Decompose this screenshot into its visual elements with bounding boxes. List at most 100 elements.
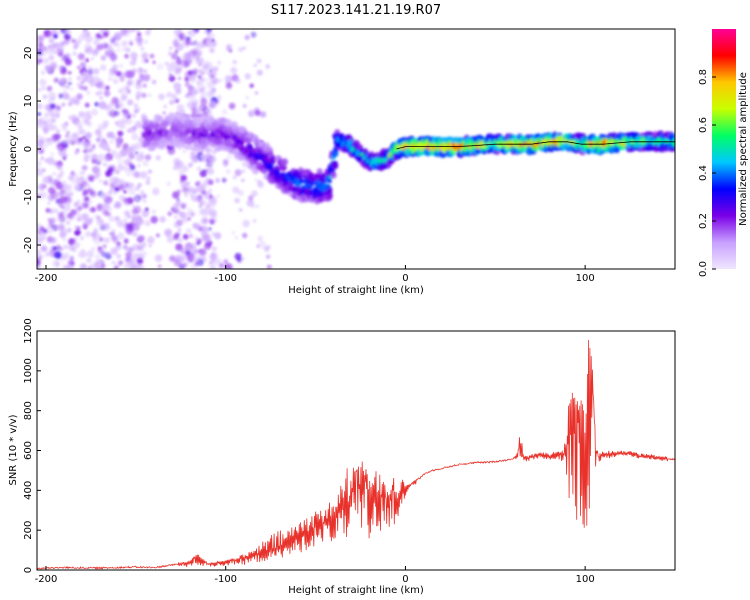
spectrogram-cell <box>92 76 100 84</box>
ridge-cell <box>273 165 281 173</box>
spectrogram-cell <box>105 251 110 256</box>
spectrogram-cell <box>201 190 207 196</box>
spectrogram-cell <box>50 217 57 224</box>
spectrogram-cell <box>232 60 237 65</box>
spectrogram-cell <box>221 109 228 115</box>
spectrogram-cell <box>143 69 147 73</box>
spectrogram-cell <box>252 219 257 223</box>
spectrogram-cell <box>132 223 140 231</box>
spectrogram-cell <box>50 237 57 244</box>
colorbar-label: Normalized spectral amplitude <box>738 72 749 226</box>
spectrogram-cell <box>197 180 201 184</box>
spectrogram-cell <box>99 64 107 71</box>
spectrogram-cell <box>130 256 135 261</box>
ridge-cell <box>281 171 286 177</box>
spectrogram-cell <box>51 224 59 232</box>
spectrogram-cell <box>38 194 45 201</box>
spectrogram-cell <box>206 81 215 89</box>
spectrogram-cell <box>256 69 263 76</box>
spectrogram-cell <box>79 171 84 175</box>
spectrogram-cell <box>109 139 114 144</box>
spectrogram-cell <box>53 160 59 167</box>
spectrogram-cell <box>231 231 235 235</box>
spectrogram-cell <box>94 101 100 107</box>
spectrogram-cell <box>194 90 199 95</box>
spectrogram-cell <box>70 170 75 176</box>
spectrogram-cell <box>68 174 74 181</box>
spectrogram-cell <box>78 217 82 222</box>
spectrogram-cell <box>128 264 133 269</box>
spectrogram-cell <box>226 75 233 83</box>
ridge-cell <box>326 192 333 199</box>
spectrogram-cell <box>158 93 165 101</box>
spectrogram-cell <box>169 46 173 50</box>
spectrogram-cell <box>105 195 113 204</box>
spectrogram-cell <box>174 161 181 168</box>
spectrogram-cell <box>189 57 194 62</box>
spectrogram-cell <box>226 153 233 160</box>
spectrogram-cell <box>177 76 182 81</box>
spectrogram-cell <box>99 96 103 100</box>
spectrogram-cell <box>56 129 60 133</box>
y-tick-label: 1000 <box>23 358 34 383</box>
spectrogram-cell <box>96 137 101 143</box>
spectrogram-cell <box>53 29 60 32</box>
spectrogram-cell <box>256 58 262 64</box>
spectrogram-cell <box>83 153 90 160</box>
spectrogram-cell <box>50 152 54 156</box>
spectrogram-cell <box>92 144 96 148</box>
spectrogram-cell <box>109 232 113 236</box>
spectrogram-cell <box>187 253 196 262</box>
spectrogram-cell <box>134 151 139 155</box>
spectrogram-cell <box>163 104 167 109</box>
spectrogram-cell <box>148 93 152 97</box>
spectrogram-cell <box>119 63 124 68</box>
spectrogram-cell <box>135 91 142 98</box>
spectrogram-cell <box>102 42 109 50</box>
spectrogram-cell <box>248 109 255 117</box>
spectrogram-cell <box>67 81 72 86</box>
spectrogram-cell <box>87 148 93 153</box>
spectrogram-cell <box>187 31 191 35</box>
spectrogram-cell <box>51 118 56 123</box>
spectrogram-cell <box>145 207 149 212</box>
x-tick-label: 0 <box>402 574 408 585</box>
spectrogram-cell <box>191 187 198 195</box>
spectrogram-cell <box>180 247 188 255</box>
spectrogram-cell <box>50 190 59 199</box>
spectrogram-cell <box>192 222 199 229</box>
spectrogram-cell <box>225 82 233 89</box>
spectrogram-cell <box>121 32 127 37</box>
snr-panel: -200 -100 0 100 0 200 400 600 800 1000 1200 Heigh… <box>8 318 676 596</box>
spectrogram-cell <box>197 50 202 55</box>
spectrogram-cell <box>68 71 72 75</box>
spectrogram-cell <box>47 217 51 222</box>
figure-title: S117.2023.141.21.19.R07 <box>271 3 441 18</box>
spectrogram-cell <box>204 77 209 83</box>
spectrogram-cell <box>200 98 208 106</box>
spectrogram-cell <box>267 264 272 269</box>
spectrogram-cell <box>242 103 247 108</box>
spectrogram-cell <box>202 235 210 242</box>
spectrogram-cell <box>39 226 45 231</box>
spectrogram-cell <box>151 79 157 85</box>
spectrogram-cell <box>111 260 116 265</box>
spectrogram-cell <box>223 259 229 264</box>
spectrogram-cell <box>82 189 89 196</box>
spectrogram-cell <box>100 219 104 224</box>
spectrogram-cell <box>82 140 91 148</box>
spectrogram-cell <box>152 187 160 196</box>
spectrogram-cell <box>58 31 62 35</box>
spectrogram-cell <box>199 169 208 178</box>
spectrogram-cell <box>79 235 85 241</box>
spectrogram-cell <box>41 86 46 91</box>
spectrogram-cell <box>94 36 98 41</box>
spectrogram-cell <box>200 71 205 76</box>
spectrogram-cell <box>98 101 107 110</box>
spectrogram-cell <box>72 114 76 119</box>
spectrogram-cell <box>103 237 110 244</box>
spectrogram-cell <box>209 194 213 199</box>
spectrogram-cell <box>52 172 56 176</box>
spectrogram-cell <box>141 59 146 64</box>
spectrogram-cell <box>166 235 174 243</box>
